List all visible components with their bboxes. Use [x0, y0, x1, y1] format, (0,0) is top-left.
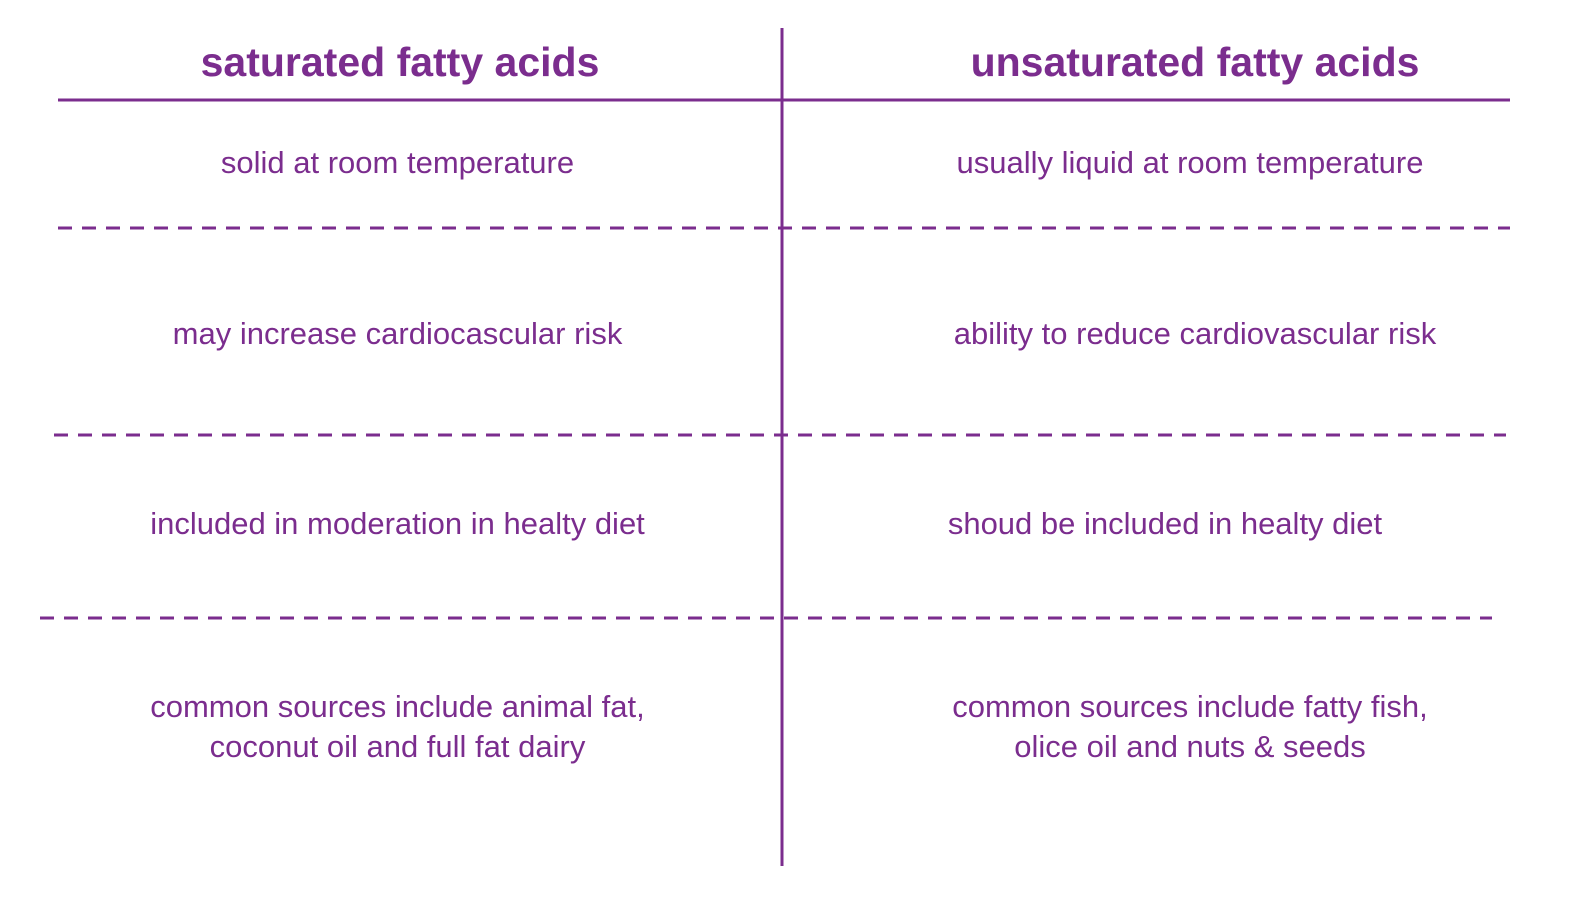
unsaturated-sources: common sources include fatty fish, olice… [952, 689, 1428, 764]
header-saturated: saturated fatty acids [200, 39, 600, 85]
saturated-sources: common sources include animal fat, cocon… [150, 689, 645, 764]
unsaturated-risk: ability to reduce cardiovascular risk [953, 316, 1437, 351]
saturated-risk: may increase cardiocascular risk [172, 316, 623, 351]
unsaturated-diet: shoud be included in healty diet [947, 506, 1383, 541]
unsaturated-texture: usually liquid at room temperature [956, 145, 1424, 180]
saturated-diet: included in moderation in healty diet [150, 506, 645, 541]
header-unsaturated: unsaturated fatty acids [970, 39, 1420, 85]
saturated-texture: solid at room temperature [220, 145, 575, 180]
